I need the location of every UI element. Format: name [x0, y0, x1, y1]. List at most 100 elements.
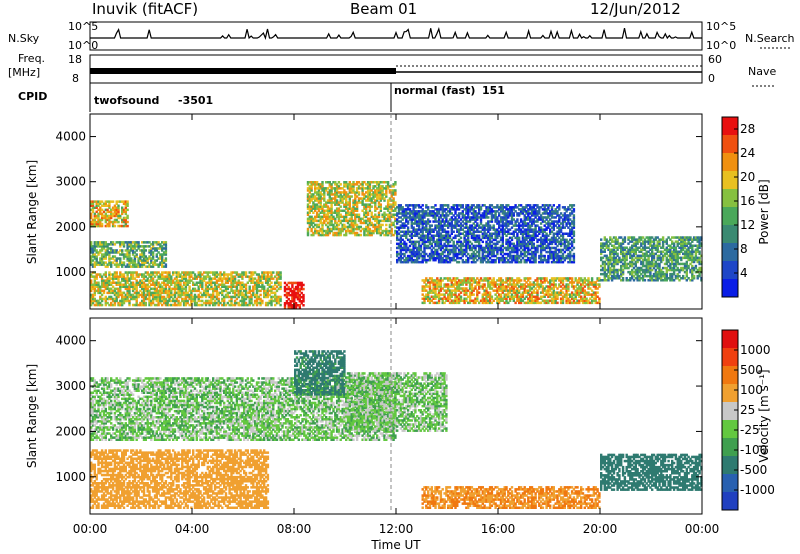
- heatmap-cell: [252, 287, 255, 291]
- heatmap-cell: [302, 293, 305, 297]
- heatmap-cell: [361, 193, 364, 196]
- heatmap-cell: [465, 283, 468, 286]
- heatmap-cell: [538, 212, 541, 215]
- heatmap-cell: [572, 222, 576, 225]
- heatmap-cell: [168, 293, 171, 297]
- heatmap-cell: [514, 210, 517, 213]
- heatmap-cell: [490, 258, 494, 262]
- heatmap-cell: [428, 238, 432, 242]
- heatmap-cell: [148, 251, 151, 254]
- heatmap-cell: [133, 251, 137, 254]
- heatmap-cell: [126, 251, 129, 254]
- heatmap-cell: [519, 240, 523, 244]
- heatmap-cell: [403, 216, 406, 219]
- heatmap-cell: [346, 203, 350, 206]
- heatmap-cell: [439, 260, 443, 264]
- heatmap-cell: [481, 216, 484, 219]
- heatmap-cell: [237, 289, 240, 293]
- heatmap-cell: [569, 256, 572, 260]
- heatmap-cell: [538, 256, 541, 260]
- heatmap-cell: [465, 210, 468, 213]
- heatmap-cell: [523, 236, 526, 240]
- heatmap-cell: [111, 222, 115, 226]
- heatmap-cell: [357, 225, 361, 229]
- heatmap-cell: [317, 195, 321, 198]
- heatmap-cell: [99, 301, 102, 305]
- heatmap-cell: [155, 283, 158, 286]
- heatmap-cell: [365, 211, 368, 214]
- heatmap-cell: [135, 283, 138, 286]
- heatmap-cell: [510, 208, 514, 211]
- heatmap-cell: [454, 220, 457, 223]
- heatmap-cell: [319, 197, 322, 200]
- heatmap-cell: [188, 271, 191, 274]
- heatmap-cell: [115, 218, 118, 222]
- heatmap-cell: [494, 212, 497, 215]
- heatmap-cell: [498, 212, 501, 215]
- heatmap-cell: [255, 301, 259, 305]
- heatmap-cell: [485, 240, 488, 244]
- heatmap-cell: [377, 223, 381, 227]
- heatmap-cell: [135, 243, 138, 246]
- heatmap-cell: [519, 220, 523, 223]
- heatmap-cell: [512, 250, 515, 254]
- heatmap-cell: [527, 208, 530, 211]
- heatmap-cell: [102, 261, 106, 264]
- heatmap-cell: [102, 273, 106, 276]
- heatmap-cell: [541, 234, 545, 237]
- heatmap-cell: [126, 273, 129, 276]
- heatmap-cell: [275, 285, 279, 288]
- heatmap-cell: [376, 207, 379, 210]
- heatmap-cell: [330, 203, 333, 206]
- heatmap-cell: [121, 265, 124, 268]
- heatmap-cell: [257, 273, 260, 276]
- heatmap-cell: [414, 214, 417, 217]
- heatmap-cell: [161, 291, 164, 295]
- heatmap-cell: [117, 204, 120, 207]
- heatmap-cell: [396, 220, 399, 223]
- heatmap-cell: [474, 244, 477, 248]
- heatmap-cell: [457, 289, 461, 292]
- heatmap-cell: [561, 238, 565, 242]
- heatmap-cell: [559, 242, 563, 246]
- heatmap-cell: [294, 304, 298, 307]
- heatmap-cell: [268, 283, 271, 286]
- heatmap-cell: [170, 283, 173, 286]
- heatmap-cell: [133, 243, 137, 246]
- heatmap-cell: [106, 265, 109, 268]
- heatmap-cell: [226, 281, 229, 284]
- heatmap-cell: [181, 299, 184, 303]
- heatmap-cell: [151, 299, 155, 303]
- heatmap-cell: [545, 250, 548, 254]
- heatmap-cell: [443, 210, 446, 213]
- heatmap-cell: [536, 248, 539, 252]
- heatmap-cell: [310, 209, 313, 212]
- heatmap-cell: [328, 223, 331, 227]
- heatmap-cell: [157, 281, 160, 284]
- heatmap-cell: [330, 211, 333, 214]
- heatmap-cell: [363, 211, 366, 214]
- heatmap-cell: [549, 232, 552, 235]
- heatmap-cell: [110, 212, 113, 216]
- heatmap-cell: [474, 260, 477, 264]
- heatmap-cell: [490, 240, 494, 244]
- heatmap-cell: [314, 209, 317, 212]
- heatmap-cell: [525, 216, 528, 219]
- heatmap-cell: [379, 225, 382, 229]
- heatmap-cell: [126, 279, 129, 282]
- heatmap-cell: [97, 287, 100, 291]
- heatmap-cell: [365, 195, 368, 198]
- heatmap-cell: [95, 285, 98, 288]
- heatmap-cell: [396, 246, 399, 250]
- heatmap-cell: [408, 230, 412, 233]
- heatmap-cell: [162, 253, 166, 256]
- heatmap-cell: [93, 224, 96, 228]
- heatmap-cell: [417, 210, 421, 213]
- heatmap-cell: [130, 297, 133, 301]
- heatmap-cell: [377, 205, 381, 208]
- heatmap-cell: [405, 208, 408, 211]
- heatmap-cell: [144, 293, 147, 297]
- heatmap-cell: [279, 303, 282, 307]
- heatmap-cell: [543, 228, 546, 231]
- heatmap-cell: [168, 291, 171, 295]
